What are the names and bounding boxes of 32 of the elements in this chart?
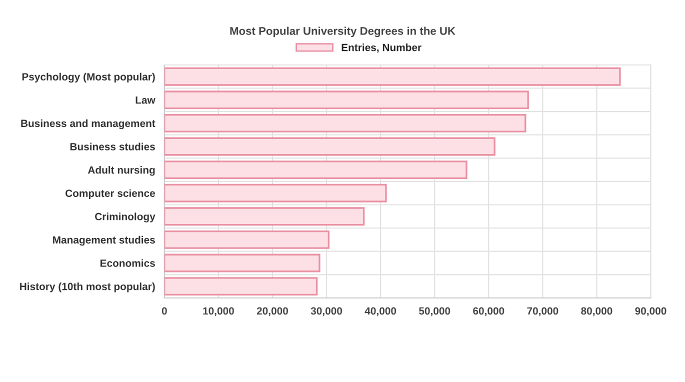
bar	[164, 230, 330, 249]
bar	[164, 114, 526, 132]
x-tick-label: 0	[162, 307, 167, 315]
x-tick-label: 70,000	[527, 307, 558, 316]
y-tick-label: Law	[136, 96, 156, 104]
x-tick-label: 90,000	[635, 307, 666, 316]
x-tick-label: 10,000	[203, 307, 234, 316]
y-tick-label: Adult nursing	[88, 166, 155, 176]
bar	[164, 67, 621, 86]
y-tick-label: Computer science	[66, 189, 156, 200]
y-tick-label: History (10th most popular)	[20, 282, 155, 292]
bar	[164, 207, 365, 226]
bar	[164, 184, 387, 202]
bar	[164, 90, 529, 110]
bar	[164, 254, 320, 272]
y-tick-label: Economics	[100, 259, 155, 267]
x-tick-label: 20,000	[256, 307, 288, 316]
y-tick-label: Management studies	[53, 236, 155, 246]
bar	[164, 160, 468, 180]
x-tick-label: 80,000	[581, 307, 612, 316]
x-tick-label: 60,000	[473, 307, 504, 316]
chart-title: Most Popular University Degrees in the UK	[230, 26, 456, 38]
x-tick-label: 30,000	[310, 307, 342, 316]
y-tick-label: Psychology (Most popular)	[22, 72, 155, 83]
bar	[164, 137, 496, 156]
y-tick-label: Business studies	[70, 142, 155, 150]
legend-label: Entries, Number	[342, 44, 422, 53]
bar	[164, 277, 318, 296]
x-tick-label: 50,000	[418, 307, 450, 316]
x-tick-label: 40,000	[364, 307, 396, 316]
y-tick-label: Business and management	[21, 119, 156, 130]
y-tick-label: Criminology	[95, 212, 156, 222]
